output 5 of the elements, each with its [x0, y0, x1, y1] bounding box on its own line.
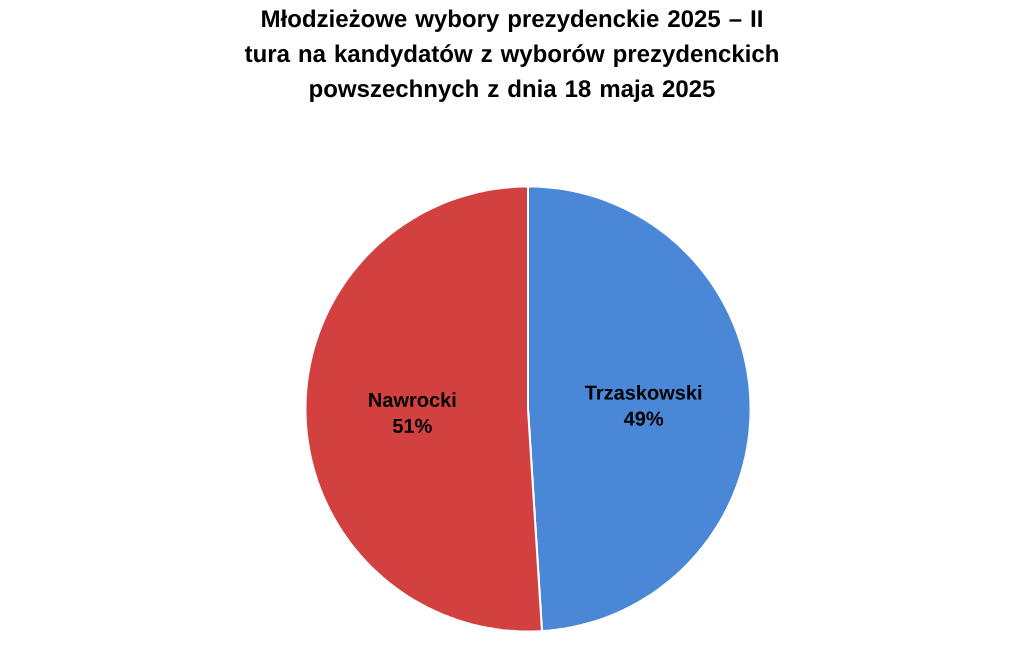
data-label: 51% — [392, 418, 432, 433]
chart-title: Młodzieżowe wybory prezydenckie 2025 – II tura na kandydatów z wyborów prezydenckich powszechnych z dnia 18 maja 2025 — [244, 9, 778, 102]
data-label: 49% — [623, 411, 664, 426]
slice-label: Nawrocki — [369, 392, 456, 407]
slice-label: Trzaskowski — [584, 385, 702, 400]
